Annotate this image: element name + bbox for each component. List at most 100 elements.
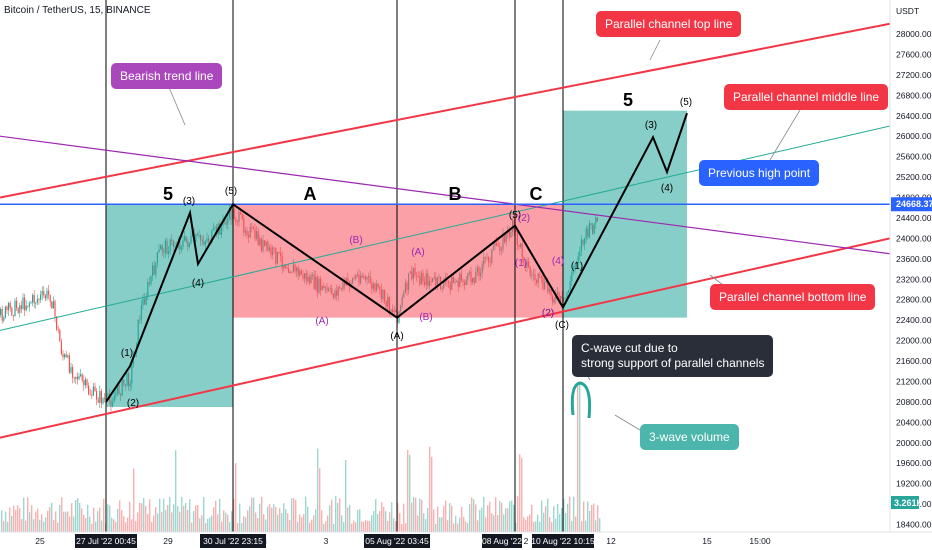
volume-bar <box>371 515 373 532</box>
candle-body <box>43 291 45 296</box>
volume-bar <box>223 510 225 532</box>
candle-body <box>81 374 83 381</box>
candle-body <box>92 386 94 396</box>
volume-bar <box>101 520 103 532</box>
volume-bar <box>197 505 199 532</box>
volume-bar <box>93 507 95 532</box>
price-tick: 22000.00 <box>896 336 932 346</box>
volume-bar <box>241 523 243 532</box>
candle-body <box>97 399 99 403</box>
volume-bar <box>401 523 403 532</box>
volume-bar <box>153 515 155 532</box>
candle-body <box>59 330 61 342</box>
volume-bar <box>161 512 163 532</box>
volume-bar <box>217 514 219 532</box>
volume-bar <box>111 517 113 532</box>
volume-bar <box>409 454 411 532</box>
time-tag: 27 Jul '22 00:45 <box>76 536 136 546</box>
price-axis-bg <box>890 0 932 532</box>
volume-bar <box>469 504 471 532</box>
channel-bottom-line <box>0 237 891 439</box>
wave-label-small: (A) <box>390 331 403 342</box>
volume-bar <box>53 520 55 532</box>
volume-bar <box>313 515 315 532</box>
volume-bar <box>575 516 577 532</box>
volume-bar <box>589 510 591 532</box>
callout-channel-bottom[interactable]: Parallel channel bottom line <box>710 284 876 310</box>
time-tag: 05 Aug '22 03:45 <box>365 536 429 546</box>
volume-bar <box>431 456 433 532</box>
candle-body <box>56 316 58 330</box>
volume-bar <box>225 512 227 532</box>
volume-bar <box>385 511 387 532</box>
callout-c-wave[interactable]: C-wave cut due to strong support of para… <box>572 335 774 377</box>
volume-bar <box>491 513 493 532</box>
candle-body <box>84 379 86 386</box>
volume-bar <box>443 506 445 532</box>
wave-label-big: 5 <box>163 184 173 204</box>
volume-bar <box>75 499 77 532</box>
wave-label-small: (5) <box>509 210 521 221</box>
wave-label-big: A <box>304 184 317 204</box>
volume-bar <box>39 519 41 532</box>
candle-body <box>73 377 75 379</box>
volume-bar <box>287 513 289 532</box>
volume-bar <box>233 498 235 532</box>
callout-channel-top[interactable]: Parallel channel top line <box>596 11 742 37</box>
volume-bar <box>321 510 323 532</box>
volume-bar <box>95 521 97 532</box>
callout-channel-middle[interactable]: Parallel channel middle line <box>724 84 889 110</box>
volume-bar <box>395 521 397 532</box>
candle-body <box>28 303 30 307</box>
volume-bar <box>245 517 247 532</box>
time-tick-extra: 2 <box>524 536 529 546</box>
volume-bar <box>571 521 573 532</box>
volume-bar <box>325 521 327 532</box>
price-tick: 27600.00 <box>896 49 932 59</box>
volume-bar <box>239 503 241 532</box>
volume-bar <box>569 496 571 532</box>
volume-bar <box>91 523 93 532</box>
price-tick: 24000.00 <box>896 233 932 243</box>
candle-body <box>88 385 90 395</box>
wave-label-small: (2) <box>127 398 139 409</box>
price-tick: 18400.00 <box>896 520 932 530</box>
volume-bar <box>381 502 383 532</box>
candle-body <box>51 301 53 309</box>
volume-bar <box>211 515 213 532</box>
volume-bar <box>435 523 437 532</box>
volume-bar <box>301 517 303 532</box>
candle-body <box>14 300 16 317</box>
volume-bar <box>425 519 427 532</box>
candle-body <box>75 376 77 379</box>
volume-bar <box>157 513 159 532</box>
volume-bar <box>533 522 535 532</box>
volume-bar <box>181 496 183 532</box>
volume-bar <box>77 498 79 532</box>
volume-bar <box>205 523 207 532</box>
volume-bar <box>507 508 509 532</box>
callout-volume[interactable]: 3-wave volume <box>640 424 739 450</box>
zone-box-1 <box>106 204 233 408</box>
volume-bar <box>485 517 487 532</box>
volume-bar <box>51 502 53 532</box>
volume-bar <box>97 511 99 532</box>
volume-bar <box>461 506 463 532</box>
volume-bar <box>201 515 203 532</box>
volume-bar <box>127 517 129 532</box>
callout-previous-high[interactable]: Previous high point <box>699 160 820 186</box>
volume-bar <box>231 511 233 532</box>
current-price-tag: 24668.37 <box>896 199 932 209</box>
volume-bar <box>535 521 537 532</box>
callout-pointer-6 <box>614 414 641 431</box>
volume-bar <box>563 498 565 532</box>
volume-bar <box>35 511 37 532</box>
volume-bar <box>43 521 45 532</box>
volume-bar <box>167 505 169 532</box>
volume-bar <box>487 505 489 532</box>
drawing-layer: 5 A B C5(1)(2)(3)(4)(5)(A)(5)(2)(1)(C)(3)(4… <box>0 0 891 532</box>
volume-bar <box>475 504 477 532</box>
callout-bearish-trend[interactable]: Bearish trend line <box>111 63 223 89</box>
